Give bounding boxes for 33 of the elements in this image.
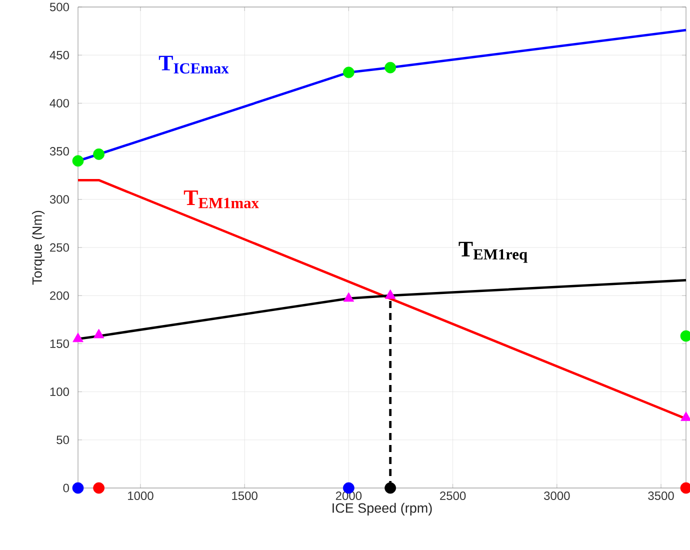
point <box>93 148 105 160</box>
y-tick-label: 250 <box>50 243 70 252</box>
y-tick-label: 150 <box>50 339 70 348</box>
point <box>342 66 354 78</box>
y-tick-label: 0 <box>63 484 70 492</box>
x-tick-label: 1000 <box>128 492 154 500</box>
x-tick-label: 2000 <box>336 492 362 500</box>
y-tick-label: 450 <box>50 50 70 60</box>
point <box>72 332 84 342</box>
point <box>343 292 354 302</box>
point <box>72 155 84 167</box>
point <box>72 482 84 494</box>
series-label: T$_{EM1max}$ <box>184 190 259 208</box>
x-tick-label: 1500 <box>232 492 258 500</box>
point <box>384 482 396 494</box>
point <box>93 328 104 338</box>
point <box>93 482 105 494</box>
x-tick-label: 3500 <box>648 492 674 500</box>
y-tick-label: 400 <box>50 98 70 108</box>
series-label: T$_{ICEmax}$ <box>158 56 229 74</box>
y-axis-title: Torque (Nm) <box>32 210 45 285</box>
x-tick-label: 3000 <box>544 492 570 500</box>
y-tick-label: 200 <box>50 291 70 300</box>
point <box>384 289 396 299</box>
x-tick-label: 2500 <box>440 492 466 500</box>
x-axis-title: ICE Speed (rpm) <box>332 502 432 516</box>
y-tick-label: 350 <box>50 147 70 156</box>
series-label: T$_{EM1req}$ <box>458 242 528 263</box>
y-tick-label: 300 <box>50 195 70 204</box>
y-tick-label: 50 <box>56 436 70 444</box>
y-tick-label: 500 <box>50 2 70 12</box>
y-tick-label: 100 <box>50 388 70 396</box>
point <box>384 62 396 74</box>
